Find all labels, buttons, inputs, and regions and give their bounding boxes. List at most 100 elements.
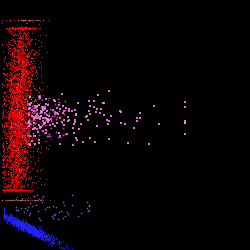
Point <box>10 218 14 222</box>
Point <box>22 223 26 227</box>
Point <box>28 26 32 30</box>
Point <box>19 102 23 105</box>
Point <box>24 226 28 230</box>
Point <box>20 123 24 127</box>
Point <box>30 52 34 56</box>
Point <box>32 26 36 30</box>
Point <box>14 188 18 192</box>
Point <box>1 83 5 87</box>
Point <box>16 82 20 86</box>
Point <box>40 55 44 59</box>
Point <box>32 226 36 230</box>
Point <box>16 148 20 152</box>
Point <box>17 219 21 223</box>
Point <box>28 113 32 117</box>
Point <box>44 146 48 150</box>
Point <box>32 86 36 90</box>
Point <box>39 105 43 109</box>
Point <box>13 94 17 98</box>
Point <box>18 188 22 192</box>
Point <box>27 52 31 56</box>
Point <box>28 228 32 232</box>
Point <box>20 26 24 30</box>
Point <box>26 78 30 82</box>
Point <box>20 18 24 22</box>
Point <box>14 97 18 101</box>
Point <box>29 228 33 232</box>
Point <box>12 140 16 143</box>
Point <box>13 110 17 114</box>
Point <box>17 128 21 132</box>
Point <box>25 228 29 232</box>
Point <box>20 72 24 76</box>
Point <box>26 226 30 230</box>
Point <box>28 59 32 63</box>
Point <box>14 98 18 102</box>
Point <box>11 184 15 188</box>
Point <box>18 114 21 118</box>
Point <box>1 144 5 148</box>
Point <box>10 174 14 178</box>
Point <box>30 226 34 230</box>
Point <box>10 162 14 166</box>
Point <box>8 217 12 221</box>
Point <box>30 100 34 103</box>
Point <box>0 170 4 174</box>
Point <box>27 228 31 232</box>
Point <box>4 122 8 126</box>
Point <box>22 106 26 110</box>
Point <box>12 220 16 224</box>
Point <box>22 221 26 225</box>
Point <box>17 179 21 183</box>
Point <box>18 90 22 94</box>
Point <box>18 138 22 141</box>
Point <box>12 45 16 49</box>
Point <box>17 143 21 147</box>
Point <box>8 173 12 177</box>
Point <box>36 232 40 236</box>
Point <box>19 225 23 229</box>
Point <box>41 119 45 123</box>
Point <box>31 228 35 232</box>
Point <box>14 107 18 111</box>
Point <box>27 26 31 30</box>
Point <box>19 166 23 170</box>
Point <box>15 84 19 87</box>
Point <box>12 26 16 30</box>
Point <box>20 227 24 231</box>
Point <box>22 223 26 227</box>
Point <box>6 155 10 159</box>
Point <box>54 236 58 240</box>
Point <box>15 173 19 177</box>
Point <box>13 188 17 192</box>
Point <box>23 142 27 146</box>
Point <box>28 119 32 123</box>
Point <box>25 166 29 170</box>
Point <box>9 80 13 84</box>
Point <box>8 132 12 136</box>
Point <box>23 137 27 141</box>
Point <box>1 144 5 148</box>
Point <box>28 201 32 205</box>
Point <box>10 174 14 178</box>
Point <box>19 144 23 148</box>
Point <box>11 72 15 76</box>
Point <box>10 44 14 48</box>
Point <box>18 156 22 160</box>
Point <box>10 114 14 118</box>
Point <box>46 236 50 240</box>
Point <box>65 132 69 136</box>
Point <box>24 226 28 230</box>
Point <box>10 32 14 36</box>
Point <box>20 114 24 118</box>
Point <box>19 206 23 210</box>
Point <box>6 188 10 192</box>
Point <box>9 119 13 123</box>
Point <box>21 81 25 85</box>
Point <box>10 214 14 218</box>
Point <box>49 120 53 124</box>
Point <box>12 82 16 86</box>
Point <box>20 188 24 192</box>
Point <box>25 224 29 228</box>
Point <box>14 134 18 138</box>
